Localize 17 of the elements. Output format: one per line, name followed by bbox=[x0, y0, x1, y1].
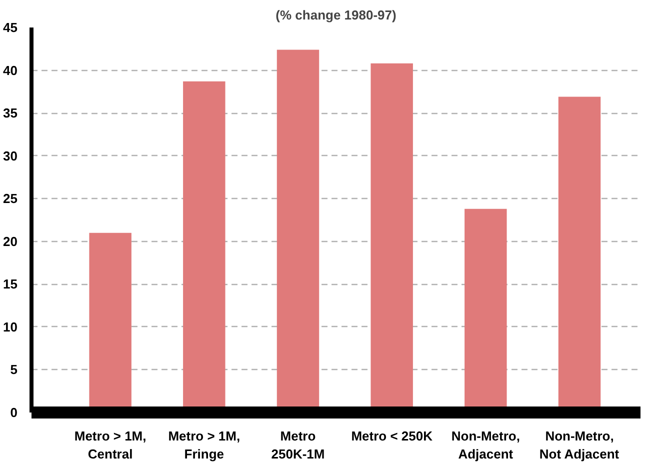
y-tick-label: 0 bbox=[10, 405, 18, 420]
x-tick-label: Non-Metro, Not Adjacent bbox=[539, 428, 620, 462]
y-tick-label: 10 bbox=[3, 319, 18, 334]
y-tick-label: 15 bbox=[3, 276, 18, 292]
x-tick-label: Metro > 1M, Fringe bbox=[168, 428, 240, 462]
x-tick-label: Metro > 1M, Central bbox=[74, 428, 146, 462]
x-tick-label: Metro 250K-1M bbox=[271, 428, 325, 462]
y-tick-label: 5 bbox=[10, 362, 18, 378]
chart-title: (% change 1980-97) bbox=[276, 8, 396, 22]
y-tick-label: 35 bbox=[3, 106, 18, 121]
y-tick-label: 30 bbox=[3, 148, 18, 164]
y-tick-label: 40 bbox=[3, 62, 18, 78]
x-tick-label: Metro < 250K bbox=[351, 428, 434, 444]
y-tick-label: 45 bbox=[3, 20, 18, 35]
y-tick-label: 20 bbox=[3, 234, 18, 249]
x-tick-label: Non-Metro, Adjacent bbox=[451, 428, 520, 462]
y-tick-label: 25 bbox=[3, 191, 18, 206]
